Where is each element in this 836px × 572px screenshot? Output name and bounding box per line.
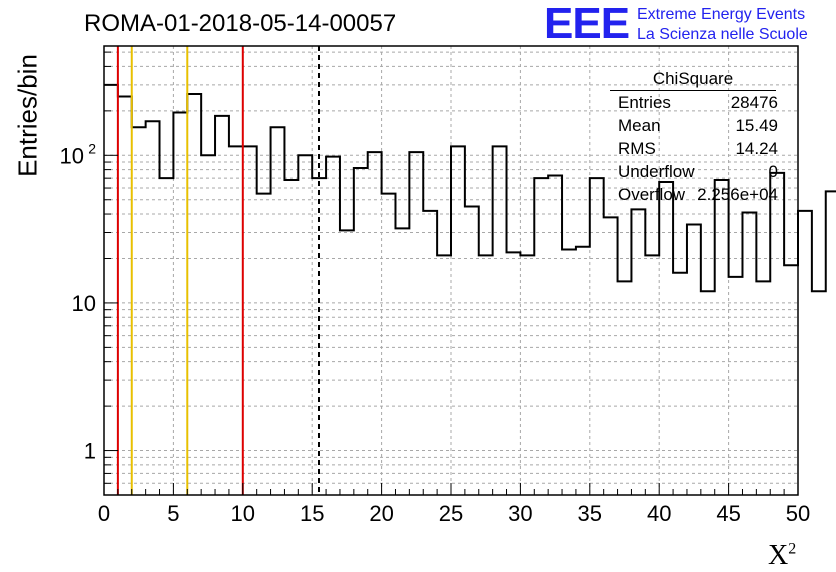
x-tick-label: 30: [508, 501, 532, 526]
y-axis-label: Entries/bin: [12, 54, 43, 177]
y-tick-label: 1: [84, 439, 96, 464]
stats-row-entries: Entries 28476: [610, 91, 778, 114]
stats-row-overflow: Overflow 2.256e+04: [610, 183, 778, 206]
stats-value: 0: [768, 162, 778, 181]
stats-box: ChiSquare Entries 28476 Mean 15.49 RMS 14.2…: [610, 68, 778, 206]
y-tick-label-exponent: 2: [88, 140, 96, 156]
y-tick-label: 10: [60, 143, 84, 168]
x-tick-label: 0: [98, 501, 110, 526]
stats-row-rms: RMS 14.24: [610, 137, 778, 160]
x-tick-label: 45: [716, 501, 740, 526]
x-tick-label: 5: [167, 501, 179, 526]
stats-key: RMS: [618, 139, 656, 158]
stats-key: Underflow: [618, 162, 695, 181]
y-tick-label: 10: [72, 291, 96, 316]
stats-key: Mean: [618, 116, 661, 135]
histogram-line: [104, 83, 836, 293]
eee-logo: EEE: [544, 0, 630, 48]
logo-line-1: Extreme Energy Events: [637, 6, 806, 23]
stats-value: 28476: [730, 93, 778, 112]
stats-title: ChiSquare: [610, 68, 776, 91]
x-tick-label: 20: [369, 501, 393, 526]
x-tick-label: 10: [231, 501, 255, 526]
stats-row-underflow: Underflow 0: [610, 160, 778, 183]
run-title: ROMA-01-2018-05-14-00057: [84, 10, 397, 37]
stats-value: 15.49: [735, 116, 778, 135]
stats-row-mean: Mean 15.49: [610, 114, 778, 137]
x-tick-label: 50: [786, 501, 810, 526]
x-tick-label: 40: [647, 501, 671, 526]
x-tick-label: 35: [578, 501, 602, 526]
x-tick-label: 15: [300, 501, 324, 526]
stats-key: Entries: [618, 93, 671, 112]
stats-value: 14.24: [735, 139, 778, 158]
logo-line-2: La Scienza nelle Scuole: [637, 26, 808, 43]
stats-value: 2.256e+04: [697, 185, 778, 204]
stats-key: Overflow: [618, 185, 686, 204]
x-tick-label: 25: [439, 501, 463, 526]
x-axis-label: X2: [768, 540, 797, 571]
